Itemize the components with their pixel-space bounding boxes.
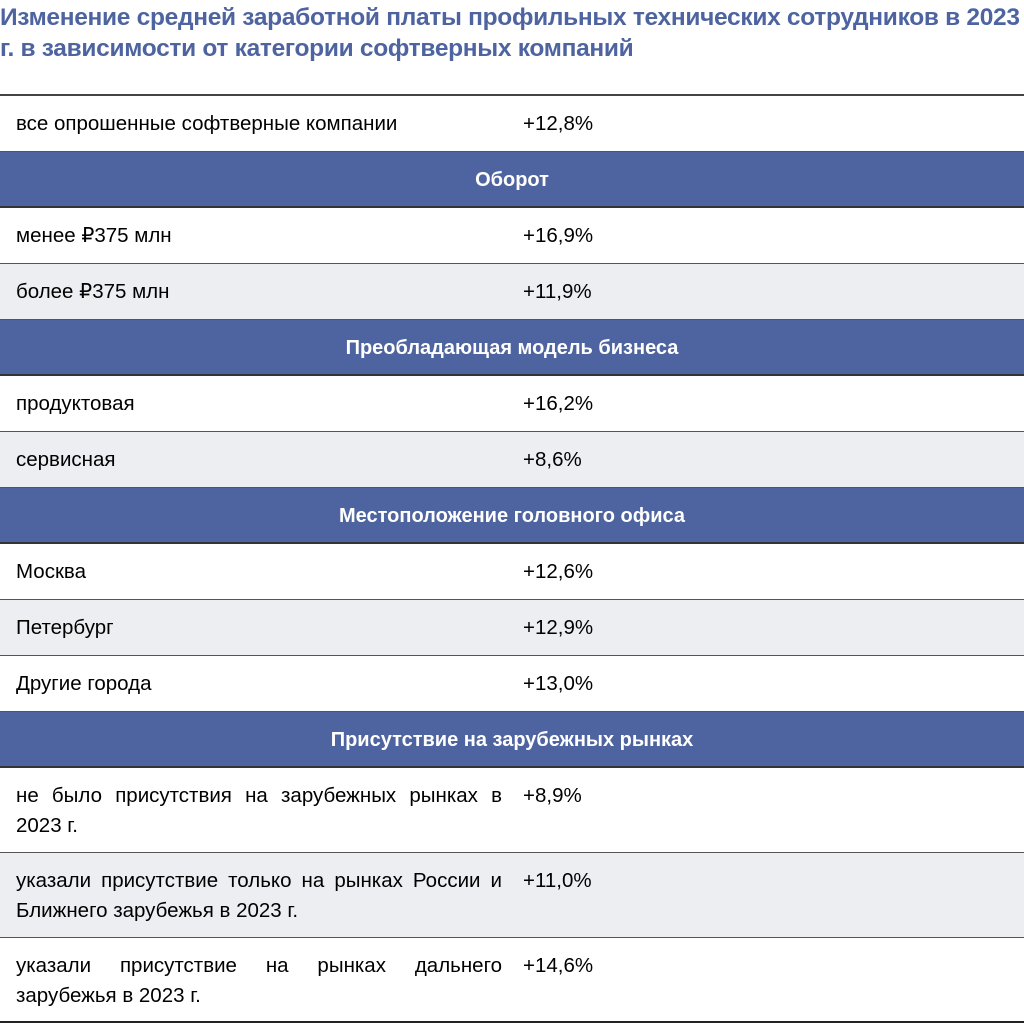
row-value: +13,0%: [523, 672, 594, 695]
row-label: Москва: [16, 560, 86, 583]
table-row: сервисная +8,6%: [0, 432, 1024, 488]
page-title: Изменение средней заработной платы профи…: [0, 4, 1020, 62]
row-label: указали присутствие на рынках дальнего з…: [16, 954, 502, 1007]
row-label: Петербург: [16, 616, 114, 639]
table-row: не было присутствия на зарубежных рынках…: [0, 768, 1024, 853]
row-value: +16,2%: [523, 392, 594, 415]
table-row: Москва +12,6%: [0, 544, 1024, 600]
table-row: Петербург +12,9%: [0, 600, 1024, 656]
table-row: более ₽375 млн +11,9%: [0, 264, 1024, 320]
section-header: Местоположение головного офиса: [0, 488, 1024, 544]
table-row: продуктовая +16,2%: [0, 376, 1024, 432]
row-value: +16,9%: [523, 224, 594, 247]
section-header: Преобладающая модель бизнеса: [0, 320, 1024, 376]
row-label: менее ₽375 млн: [16, 224, 172, 247]
salary-change-table: все опрошенные софтверные компании +12,8%…: [0, 94, 1024, 1023]
table-row: указали присутствие только на рынках Рос…: [0, 853, 1024, 938]
row-value: +11,0%: [523, 869, 592, 892]
row-value: +8,6%: [523, 448, 582, 471]
row-label: продуктовая: [16, 392, 135, 415]
section-header: Оборот: [0, 152, 1024, 208]
row-label: не было присутствия на зарубежных рынках…: [16, 784, 502, 837]
table-row: менее ₽375 млн +16,9%: [0, 208, 1024, 264]
table-row: указали присутствие на рынках дальнего з…: [0, 938, 1024, 1023]
row-label: сервисная: [16, 448, 116, 471]
table-row: все опрошенные софтверные компании +12,8%: [0, 96, 1024, 152]
section-header: Присутствие на зарубежных рынках: [0, 712, 1024, 768]
row-value: +12,8%: [523, 112, 594, 135]
row-label: Другие города: [16, 672, 152, 695]
row-value: +12,6%: [523, 560, 594, 583]
row-label: указали присутствие только на рынках Рос…: [16, 869, 502, 922]
row-value: +11,9%: [523, 280, 592, 303]
row-value: +12,9%: [523, 616, 594, 639]
row-value: +14,6%: [523, 954, 594, 977]
row-label: более ₽375 млн: [16, 280, 170, 303]
row-value: +8,9%: [523, 784, 582, 807]
table-row: Другие города +13,0%: [0, 656, 1024, 712]
row-label: все опрошенные софтверные компании: [16, 112, 398, 135]
